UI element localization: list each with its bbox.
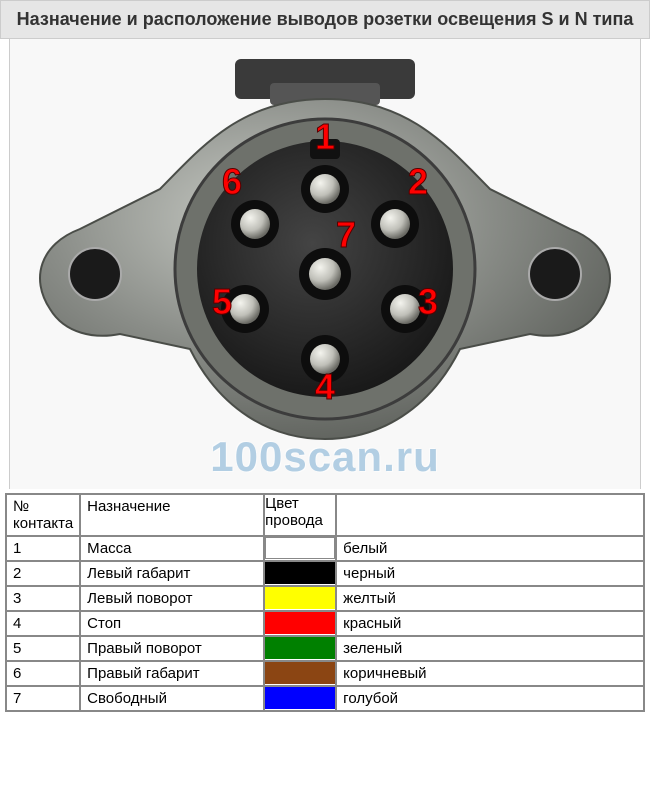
- pin-7: [309, 258, 341, 290]
- pin-2: [380, 209, 410, 239]
- pin-label-5: 5: [212, 281, 232, 322]
- cell-num: 6: [6, 661, 80, 686]
- cell-swatch: [264, 661, 336, 686]
- table-row: 1Масса белый: [6, 536, 644, 561]
- pin-label-2: 2: [408, 161, 428, 202]
- cell-color-name: коричневый: [336, 661, 644, 686]
- cell-color-name: зеленый: [336, 636, 644, 661]
- header-num: № контакта: [6, 494, 80, 536]
- header-purpose: Назначение: [80, 494, 264, 536]
- pin-label-1: 1: [315, 116, 335, 157]
- cell-purpose: Правый поворот: [80, 636, 264, 661]
- pin-label-6: 6: [222, 161, 242, 202]
- page-title: Назначение и расположение выводов розетк…: [0, 0, 650, 39]
- cell-swatch: [264, 636, 336, 661]
- table-row: 5Правый поворот зеленый: [6, 636, 644, 661]
- cell-swatch: [264, 536, 336, 561]
- cell-purpose: Правый габарит: [80, 661, 264, 686]
- cell-purpose: Левый габарит: [80, 561, 264, 586]
- cell-num: 3: [6, 586, 80, 611]
- socket-diagram: 1 2 3 4 5 6 7 100scan.ru: [9, 39, 641, 489]
- table-row: 7Свободный голубой: [6, 686, 644, 711]
- cell-purpose: Свободный: [80, 686, 264, 711]
- cell-swatch: [264, 586, 336, 611]
- color-swatch: [265, 612, 335, 634]
- color-swatch: [265, 637, 335, 659]
- table-row: 2Левый габарит черный: [6, 561, 644, 586]
- header-color: Цвет провода: [264, 494, 336, 536]
- cell-color-name: черный: [336, 561, 644, 586]
- table-row: 3Левый поворот желтый: [6, 586, 644, 611]
- cell-num: 2: [6, 561, 80, 586]
- cell-num: 4: [6, 611, 80, 636]
- watermark: 100scan.ru: [210, 433, 439, 481]
- cell-color-name: белый: [336, 536, 644, 561]
- cell-swatch: [264, 611, 336, 636]
- color-swatch: [265, 562, 335, 584]
- pin-1: [310, 174, 340, 204]
- pin-5: [230, 294, 260, 324]
- cell-num: 1: [6, 536, 80, 561]
- pin-label-7: 7: [336, 214, 356, 255]
- cell-color-name: желтый: [336, 586, 644, 611]
- color-swatch: [265, 587, 335, 609]
- pinout-table: № контакта Назначение Цвет провода 1Масс…: [5, 493, 645, 712]
- header-color-blank: [336, 494, 644, 536]
- cell-color-name: красный: [336, 611, 644, 636]
- cell-purpose: Левый поворот: [80, 586, 264, 611]
- socket-svg: 1 2 3 4 5 6 7: [10, 39, 640, 459]
- cell-color-name: голубой: [336, 686, 644, 711]
- color-swatch: [265, 687, 335, 709]
- pin-3: [390, 294, 420, 324]
- pin-label-3: 3: [418, 281, 438, 322]
- color-swatch: [265, 537, 335, 559]
- table-row: 4Стоп красный: [6, 611, 644, 636]
- cell-num: 5: [6, 636, 80, 661]
- cell-swatch: [264, 561, 336, 586]
- pin-label-4: 4: [315, 366, 335, 407]
- pin-6: [240, 209, 270, 239]
- table-row: 6Правый габарит коричневый: [6, 661, 644, 686]
- cell-swatch: [264, 686, 336, 711]
- cell-purpose: Стоп: [80, 611, 264, 636]
- table-header-row: № контакта Назначение Цвет провода: [6, 494, 644, 536]
- cell-num: 7: [6, 686, 80, 711]
- cell-purpose: Масса: [80, 536, 264, 561]
- color-swatch: [265, 662, 335, 684]
